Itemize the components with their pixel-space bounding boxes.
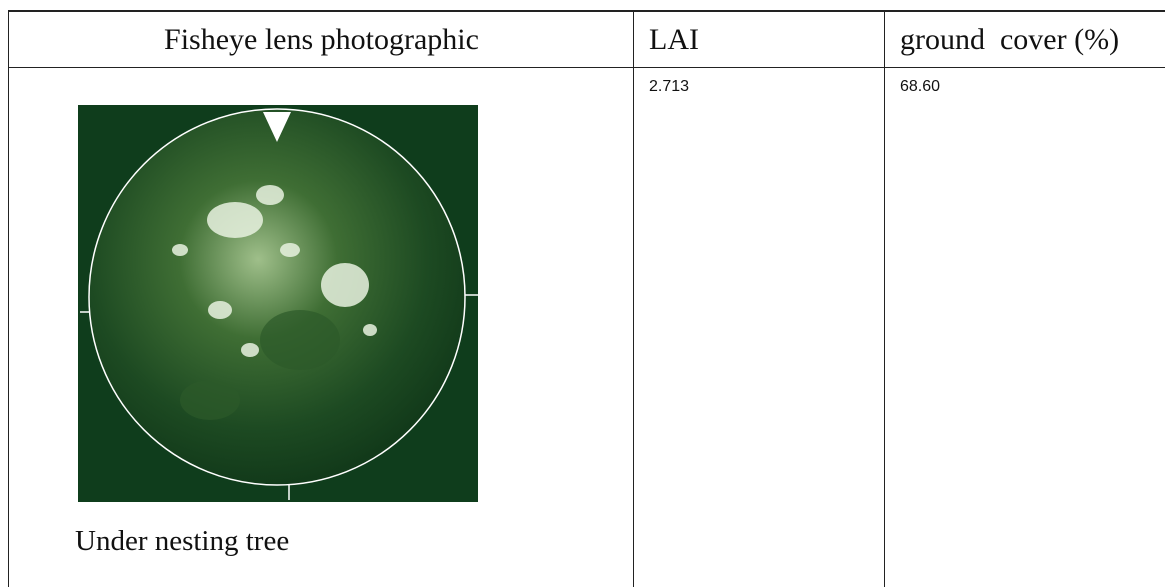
lai-value: 2.713 xyxy=(633,67,885,587)
header-cell: LAI xyxy=(633,10,885,68)
header-cell: ground cover (%) xyxy=(884,10,1165,68)
image-caption: Under nesting tree xyxy=(75,525,289,558)
fisheye-photo xyxy=(60,100,490,510)
table: Fisheye lens photographic LAI ground cov… xyxy=(0,0,1165,570)
ground-cover-value: 68.60 xyxy=(884,67,1165,587)
header-cell: Fisheye lens photographic xyxy=(8,10,634,68)
top-border xyxy=(8,10,1165,12)
